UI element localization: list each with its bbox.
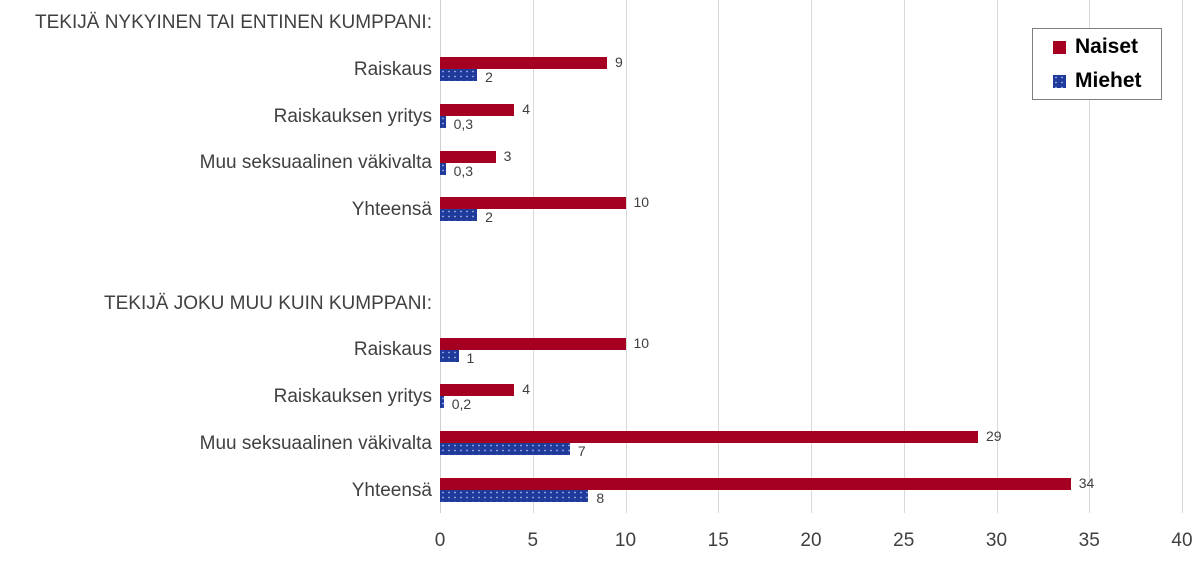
data-label: 8 <box>596 489 605 506</box>
data-label: 4 <box>522 100 530 117</box>
data-label: 0,2 <box>451 396 472 413</box>
x-tick-label: 10 <box>614 530 637 551</box>
bar-naiset <box>440 477 1071 490</box>
bar-naiset <box>440 57 607 69</box>
category-label: Raiskaus <box>353 339 432 361</box>
data-label: 7 <box>577 443 586 459</box>
gridline <box>625 0 627 513</box>
legend-item-miehet: Miehet <box>1053 69 1142 93</box>
bar-naiset <box>440 337 626 350</box>
x-tick-label: 30 <box>985 530 1008 551</box>
data-label: 0,3 <box>453 115 474 132</box>
gridline <box>903 0 905 513</box>
x-tick-label: 20 <box>800 530 822 551</box>
data-label: 10 <box>633 194 650 211</box>
legend-swatch-miehet <box>1053 74 1066 88</box>
legend-swatch-naiset <box>1053 40 1066 54</box>
x-tick-label: 0 <box>434 530 446 551</box>
category-label: TEKIJÄ JOKU MUU KUIN KUMPPANI: <box>104 292 432 314</box>
data-label: 4 <box>522 381 530 398</box>
gridline <box>718 0 720 513</box>
bar-miehet <box>440 162 446 175</box>
bar-miehet <box>440 443 570 455</box>
legend-label-naiset: Naiset <box>1075 35 1139 58</box>
bar-miehet <box>440 489 589 502</box>
data-label: 2 <box>485 209 493 226</box>
legend-item-naiset: Naiset <box>1053 35 1138 59</box>
gridline <box>996 0 998 513</box>
gridline <box>1182 0 1183 513</box>
category-label: Yhteensä <box>351 479 432 501</box>
bar-miehet <box>440 69 478 81</box>
bar-miehet <box>440 349 459 362</box>
gridline <box>811 0 812 513</box>
x-tick-label: 15 <box>707 530 729 551</box>
category-label: Raiskauksen yritys <box>273 105 432 127</box>
data-label: 34 <box>1078 474 1095 491</box>
category-label: Yhteensä <box>351 199 432 220</box>
data-label: 0,3 <box>453 162 474 179</box>
data-label: 3 <box>503 147 512 164</box>
data-label: 9 <box>614 54 623 70</box>
bar-naiset <box>440 431 978 443</box>
data-label: 2 <box>485 69 493 85</box>
gridline <box>1089 0 1091 513</box>
legend-label-miehet: Miehet <box>1075 69 1142 92</box>
x-tick-label: 5 <box>527 530 539 551</box>
legend: Naiset Miehet <box>1032 28 1162 100</box>
x-tick-label: 35 <box>1078 530 1100 551</box>
category-label: Raiskaus <box>353 58 432 80</box>
gridline <box>440 0 441 513</box>
bar-naiset <box>440 103 515 116</box>
bar-miehet <box>440 209 478 222</box>
category-label: Raiskauksen yritys <box>273 386 432 407</box>
bar-naiset <box>440 384 515 397</box>
gridline <box>532 0 534 513</box>
bar-miehet <box>440 396 444 409</box>
data-label: 10 <box>633 334 650 351</box>
bar-miehet <box>440 115 446 128</box>
category-label: TEKIJÄ NYKYINEN TAI ENTINEN KUMPPANI: <box>35 12 432 33</box>
category-label: Muu seksuaalinen väkivalta <box>199 152 432 174</box>
category-label: Muu seksuaalinen väkivalta <box>199 432 432 454</box>
x-tick-label: 40 <box>1171 530 1193 551</box>
bar-naiset <box>440 150 496 163</box>
bar-naiset <box>440 197 626 210</box>
data-label: 29 <box>985 428 1002 444</box>
x-tick-label: 25 <box>893 530 915 551</box>
data-label: 1 <box>466 349 475 366</box>
